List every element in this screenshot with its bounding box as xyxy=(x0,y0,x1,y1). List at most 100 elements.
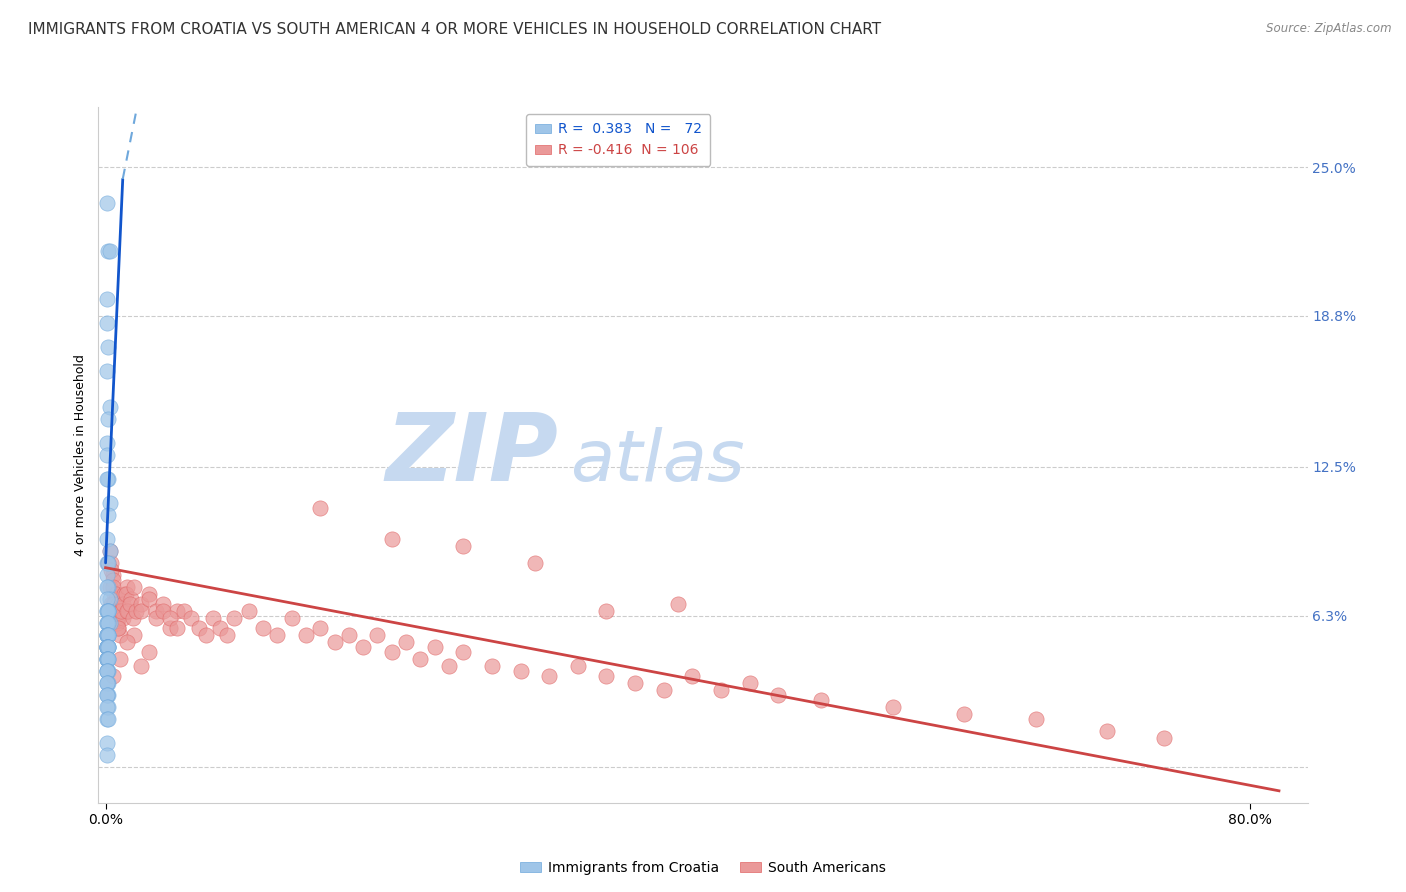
Point xyxy=(107,621,129,635)
Point xyxy=(159,611,181,625)
Point xyxy=(97,640,120,654)
Point xyxy=(96,292,118,306)
Point xyxy=(96,604,118,618)
Point xyxy=(323,635,346,649)
Point xyxy=(96,628,118,642)
Point xyxy=(453,645,475,659)
Point xyxy=(108,628,131,642)
Point xyxy=(98,580,121,594)
Text: Source: ZipAtlas.com: Source: ZipAtlas.com xyxy=(1267,22,1392,36)
Point xyxy=(209,621,232,635)
Point xyxy=(105,611,128,625)
Point xyxy=(97,628,120,642)
Point xyxy=(108,652,131,666)
Point xyxy=(97,699,120,714)
Point xyxy=(96,640,118,654)
Point xyxy=(97,604,120,618)
Point xyxy=(103,587,125,601)
Point xyxy=(1097,723,1119,738)
Point xyxy=(96,316,118,330)
Point xyxy=(201,611,224,625)
Point xyxy=(97,615,120,630)
Point xyxy=(114,587,136,601)
Point xyxy=(681,668,703,682)
Point xyxy=(96,591,118,606)
Legend: R =  0.383   N =   72, R = -0.416  N = 106: R = 0.383 N = 72, R = -0.416 N = 106 xyxy=(526,114,710,166)
Point xyxy=(96,652,118,666)
Point xyxy=(194,628,217,642)
Point xyxy=(104,611,127,625)
Point xyxy=(180,611,202,625)
Point xyxy=(96,615,118,630)
Point xyxy=(107,611,129,625)
Point xyxy=(117,604,139,618)
Point xyxy=(96,688,118,702)
Point xyxy=(100,563,122,577)
Point xyxy=(96,640,118,654)
Point xyxy=(98,615,121,630)
Point xyxy=(115,635,138,649)
Point xyxy=(710,683,733,698)
Point xyxy=(481,659,503,673)
Point xyxy=(224,611,246,625)
Point xyxy=(96,664,118,678)
Point xyxy=(111,597,134,611)
Point xyxy=(98,400,121,414)
Point xyxy=(98,496,121,510)
Point xyxy=(96,628,118,642)
Point xyxy=(103,604,125,618)
Point xyxy=(453,539,475,553)
Point xyxy=(437,659,460,673)
Point xyxy=(97,340,120,354)
Point xyxy=(96,628,118,642)
Point xyxy=(121,611,143,625)
Point xyxy=(352,640,374,654)
Point xyxy=(96,196,118,211)
Point xyxy=(173,604,195,618)
Point xyxy=(810,692,832,706)
Point xyxy=(217,628,239,642)
Point xyxy=(567,659,589,673)
Point xyxy=(423,640,446,654)
Point xyxy=(381,645,404,659)
Point xyxy=(97,652,120,666)
Point xyxy=(97,664,120,678)
Point xyxy=(96,652,118,666)
Point xyxy=(395,635,418,649)
Point xyxy=(652,683,675,698)
Point xyxy=(145,604,167,618)
Point xyxy=(105,615,128,630)
Point xyxy=(110,604,132,618)
Point xyxy=(96,567,118,582)
Point xyxy=(97,508,120,522)
Text: atlas: atlas xyxy=(569,427,745,496)
Point xyxy=(96,615,118,630)
Point xyxy=(953,706,976,721)
Point xyxy=(97,472,120,486)
Point xyxy=(97,628,120,642)
Point xyxy=(96,747,118,762)
Point xyxy=(100,597,122,611)
Point xyxy=(103,604,125,618)
Point xyxy=(100,556,122,570)
Point xyxy=(96,436,118,450)
Point xyxy=(97,628,120,642)
Point xyxy=(409,652,432,666)
Point xyxy=(96,640,118,654)
Point xyxy=(131,604,153,618)
Point xyxy=(96,652,118,666)
Legend: Immigrants from Croatia, South Americans: Immigrants from Croatia, South Americans xyxy=(515,855,891,880)
Point xyxy=(115,580,138,594)
Point xyxy=(131,597,153,611)
Point xyxy=(595,604,617,618)
Text: ZIP: ZIP xyxy=(385,409,558,501)
Point xyxy=(97,244,120,258)
Point xyxy=(98,244,121,258)
Point xyxy=(96,472,118,486)
Point xyxy=(96,640,118,654)
Point xyxy=(97,556,120,570)
Point xyxy=(166,604,188,618)
Point xyxy=(252,621,274,635)
Point xyxy=(97,688,120,702)
Point xyxy=(366,628,388,642)
